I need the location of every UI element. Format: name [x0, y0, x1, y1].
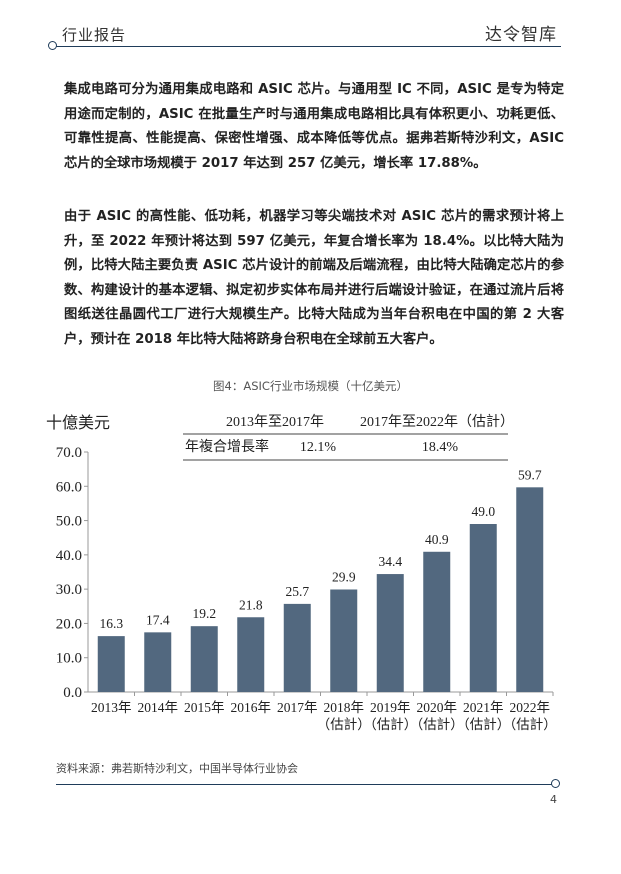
- bar: [423, 551, 451, 692]
- bar: [330, 589, 358, 692]
- cagr-row-label: 年複合增長率: [185, 438, 269, 455]
- bar: [283, 603, 311, 692]
- y-tick-label: 40.0: [56, 548, 82, 564]
- header-left-title: 行业报告: [62, 26, 127, 44]
- cagr-rate-value: 12.1%: [300, 440, 337, 455]
- header-right-brand: 达令智库: [485, 25, 557, 45]
- bar-value-label: 40.9: [425, 532, 449, 547]
- y-tick-label: 10.0: [56, 651, 82, 667]
- bar-value-label: 17.4: [146, 612, 170, 627]
- x-tick-label: 2019年: [370, 700, 411, 715]
- x-tick-label: 2018年: [324, 700, 365, 715]
- bar: [237, 617, 265, 692]
- footer-circle-icon: [551, 779, 560, 788]
- header-rule: [55, 46, 561, 47]
- y-axis-label: 十億美元: [46, 413, 110, 432]
- paragraph-2: 由于 ASIC 的高性能、低功耗，机器学习等尖端技术对 ASIC 芯片的需求预计…: [64, 209, 564, 347]
- cagr-rate-value: 18.4%: [422, 440, 459, 455]
- paragraph-1: 集成电路可分为通用集成电路和 ASIC 芯片。与通用型 IC 不同，ASIC 是…: [64, 82, 564, 171]
- y-tick-label: 60.0: [56, 479, 82, 495]
- cagr-period-header: 2013年至2017年: [226, 414, 324, 430]
- bar-value-label: 19.2: [192, 606, 216, 621]
- bar-value-label: 49.0: [471, 504, 495, 519]
- header-circle-icon: [48, 41, 57, 50]
- y-tick-label: 30.0: [56, 582, 82, 598]
- y-tick-label: 70.0: [56, 445, 82, 461]
- y-tick-label: 20.0: [56, 616, 82, 632]
- bar: [469, 524, 497, 692]
- page-number: 4: [550, 793, 557, 806]
- source-note: 资料来源：弗若斯特沙利文，中国半导体行业协会: [56, 762, 298, 775]
- x-tick-label: 2013年: [91, 700, 132, 715]
- figure-caption: 图4：ASIC行业市场规模（十亿美元）: [213, 379, 408, 393]
- x-tick-label: （估計）: [503, 717, 557, 732]
- x-tick-label: （估計）: [456, 717, 510, 732]
- bar-value-label: 59.7: [518, 467, 542, 482]
- bar-value-label: 34.4: [378, 554, 402, 569]
- x-tick-label: 2017年: [277, 700, 318, 715]
- x-tick-label: 2015年: [184, 700, 225, 715]
- bar: [190, 626, 218, 692]
- bar-value-label: 16.3: [99, 616, 123, 631]
- x-tick-label: 2021年: [463, 700, 504, 715]
- bar-value-label: 21.8: [239, 597, 263, 612]
- x-tick-label: 2016年: [231, 700, 272, 715]
- x-tick-label: （估計）: [317, 717, 371, 732]
- footer-rule: [56, 784, 553, 785]
- bar: [144, 632, 172, 692]
- x-tick-label: （估計）: [363, 717, 417, 732]
- bar-value-label: 25.7: [285, 584, 309, 599]
- x-tick-label: 2014年: [138, 700, 179, 715]
- bar: [376, 574, 404, 692]
- bar: [516, 487, 544, 692]
- x-tick-label: 2022年: [510, 700, 551, 715]
- x-tick-label: 2020年: [417, 700, 458, 715]
- bar-value-label: 29.9: [332, 569, 356, 584]
- asic-market-bar-chart: 十億美元 0.0 10.0 20.0 30.0 40.0 50.0 60.0 70.0 16.3 2…: [46, 413, 557, 732]
- bar: [97, 636, 125, 692]
- y-tick-label: 0.0: [63, 685, 82, 701]
- cagr-period-header: 2017年至2022年（估計）: [360, 414, 514, 430]
- x-tick-label: （估計）: [410, 717, 464, 732]
- y-tick-label: 50.0: [56, 514, 82, 530]
